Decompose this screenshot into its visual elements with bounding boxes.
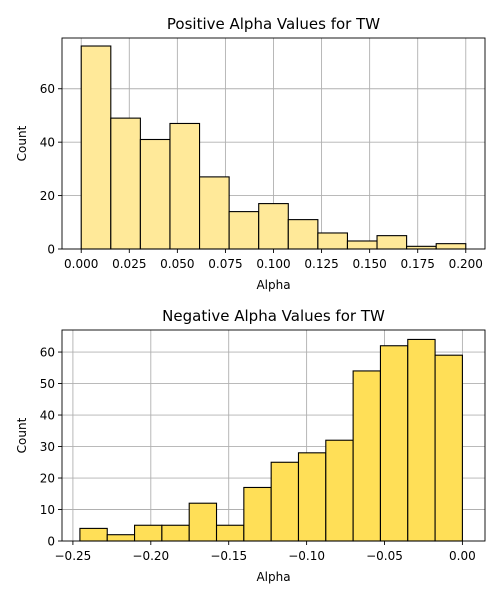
histogram-bar — [287, 219, 319, 250]
histogram-bar — [80, 45, 112, 250]
bars — [79, 338, 463, 542]
x-tick-label: 0.050 — [160, 257, 194, 271]
histogram-bar — [134, 524, 163, 542]
chart-2: −0.25 −0.20 −0.15 −0.10 −0.05 0.00 0 10 20 30 40 50… — [15, 307, 486, 584]
x-tick-label: −0.15 — [210, 549, 247, 563]
histogram-bar — [79, 527, 108, 542]
y-tick-label: 40 — [40, 135, 55, 149]
x-axis-label: Alpha — [256, 570, 290, 584]
histogram-bar — [270, 461, 300, 542]
y-tick-label: 20 — [40, 189, 55, 203]
x-tick-label: 0.175 — [401, 257, 435, 271]
x-axis-label: Alpha — [256, 278, 290, 292]
histogram-bar — [434, 354, 463, 542]
histogram-bar — [215, 524, 245, 542]
chart-title: Positive Alpha Values for TW — [167, 15, 380, 33]
x-axis: 0.000 0.025 0.050 0.075 0.100 0.125 0.150 0.175… — [64, 249, 483, 271]
x-tick-label: 0.200 — [449, 257, 483, 271]
x-tick-label: 0.125 — [304, 257, 338, 271]
histogram-bar — [317, 232, 349, 250]
x-tick-label: 0.00 — [449, 549, 476, 563]
histogram-bar — [110, 117, 141, 250]
x-tick-label: 0.100 — [256, 257, 290, 271]
y-tick-label: 60 — [40, 82, 55, 96]
x-tick-label: 0.150 — [352, 257, 386, 271]
histogram-bar — [297, 452, 327, 542]
x-tick-label: 0.075 — [208, 257, 242, 271]
histogram-bar — [106, 534, 136, 542]
x-tick-label: −0.25 — [55, 549, 92, 563]
chart-1: 0.000 0.025 0.050 0.075 0.100 0.125 0.150 0.175… — [15, 15, 486, 292]
x-tick-label: −0.05 — [366, 549, 403, 563]
y-axis-label: Count — [15, 417, 29, 453]
x-tick-label: −0.20 — [132, 549, 169, 563]
histogram-bar — [139, 138, 171, 250]
histogram-bar — [258, 203, 289, 250]
histogram-bar — [325, 439, 354, 542]
histogram-bar — [188, 502, 218, 542]
histogram-bar — [169, 122, 201, 250]
x-tick-label: −0.10 — [288, 549, 325, 563]
bars — [80, 45, 467, 250]
histogram-bar — [228, 211, 260, 250]
histogram-bar — [161, 524, 190, 542]
x-tick-label: 0.000 — [64, 257, 98, 271]
histogram-bar — [346, 240, 378, 250]
y-tick-label: 50 — [40, 377, 55, 391]
y-tick-label: 20 — [40, 471, 55, 485]
y-axis: 0 20 40 60 — [40, 82, 62, 256]
y-tick-label: 0 — [47, 242, 55, 256]
histogram-bar — [379, 345, 409, 542]
histogram-bar — [198, 176, 230, 250]
chart-title: Negative Alpha Values for TW — [162, 307, 385, 325]
y-axis: 0 10 20 30 40 50 60 — [40, 345, 62, 548]
y-tick-label: 40 — [40, 408, 55, 422]
y-tick-label: 60 — [40, 345, 55, 359]
histogram-bar — [435, 243, 467, 250]
histogram-bar — [352, 370, 381, 542]
histogram-bar — [243, 486, 272, 542]
y-tick-label: 30 — [40, 440, 55, 454]
x-axis: −0.25 −0.20 −0.15 −0.10 −0.05 0.00 — [55, 541, 476, 563]
x-tick-label: 0.025 — [112, 257, 146, 271]
histogram-bar — [376, 235, 408, 250]
y-axis-label: Count — [15, 125, 29, 161]
plot-frame — [61, 329, 486, 542]
y-tick-label: 10 — [40, 503, 55, 517]
y-tick-label: 0 — [47, 534, 55, 548]
histogram-bar — [407, 338, 436, 542]
